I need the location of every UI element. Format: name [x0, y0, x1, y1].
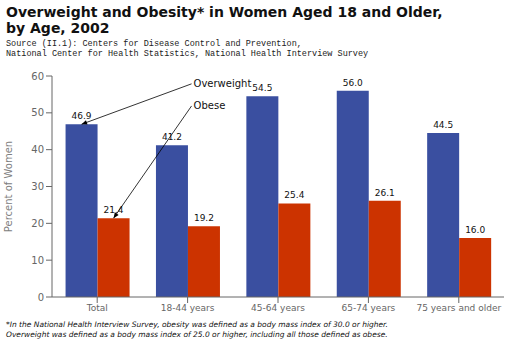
svg-text:20: 20: [31, 218, 44, 229]
svg-text:45-64 years: 45-64 years: [251, 303, 305, 313]
svg-text:30: 30: [31, 181, 44, 192]
html-text:by Age, 2002: by Age, 2002: [6, 20, 110, 36]
svg-text:Percent of Women: Percent of Women: [8, 141, 14, 232]
svg-text:60: 60: [31, 71, 44, 82]
html-text:Source (II.1): Centers for Dis: Source (II.1): Centers for Disease Contr…: [6, 39, 302, 49]
svg-text:44.5: 44.5: [433, 120, 453, 130]
svg-text:Obese: Obese: [194, 100, 226, 111]
svg-text:0: 0: [38, 292, 44, 303]
svg-text:46.9: 46.9: [72, 111, 92, 121]
html-text:*In the National Health Interv: *In the National Health Interview Survey…: [6, 320, 388, 329]
html-text:Overweight and Obesity* in Wom: Overweight and Obesity* in Women Aged 18…: [6, 4, 443, 20]
svg-text:Total: Total: [86, 303, 108, 313]
svg-text:50: 50: [31, 107, 44, 118]
html-text:Overweight was defined as a bo: Overweight was defined as a body mass in…: [6, 330, 388, 339]
svg-text:41.2: 41.2: [161, 132, 182, 143]
svg-text:65-74 years: 65-74 years: [342, 303, 396, 313]
svg-text:40: 40: [31, 144, 44, 155]
svg-text:21.4: 21.4: [104, 205, 124, 215]
svg-text:25.4: 25.4: [284, 190, 304, 200]
svg-text:54.5: 54.5: [252, 83, 272, 93]
html-text:National Center for Health Sta: National Center for Health Statistics, N…: [6, 49, 369, 59]
svg-text:Overweight: Overweight: [194, 78, 252, 89]
svg-text:56.0: 56.0: [343, 78, 363, 88]
svg-text:16.0: 16.0: [465, 225, 485, 235]
svg-text:18-44 years: 18-44 years: [161, 303, 215, 313]
svg-text:10: 10: [31, 255, 44, 266]
svg-text:26.1: 26.1: [375, 188, 395, 198]
svg-text:19.2: 19.2: [194, 213, 214, 223]
svg-text:75 years and older: 75 years and older: [416, 303, 501, 313]
